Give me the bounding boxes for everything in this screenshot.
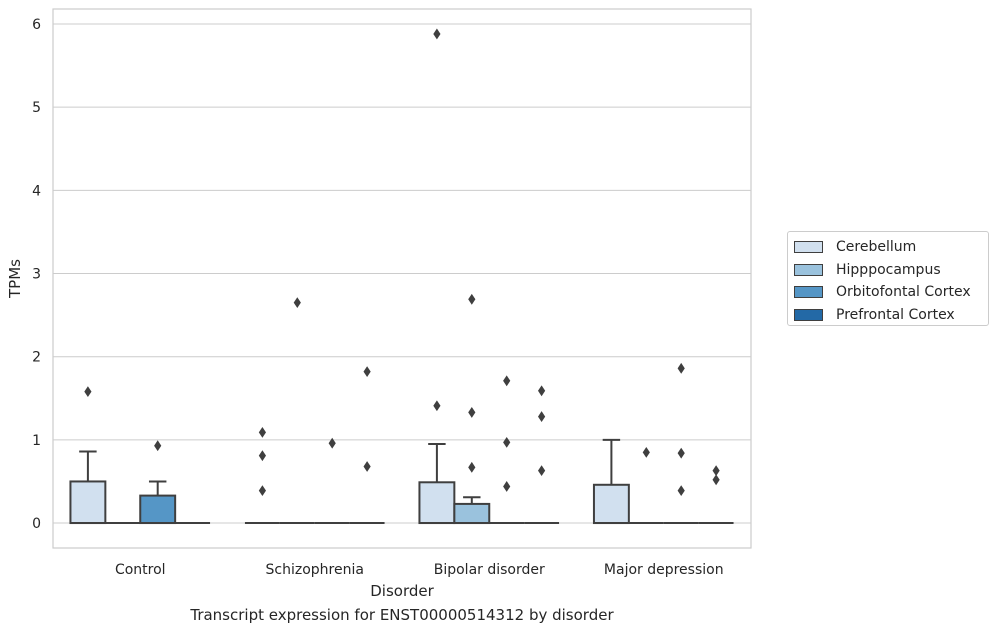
- legend: Cerebellum Hipppocampus Orbitofontal Cor…: [787, 231, 989, 326]
- x-tick-label: Major depression: [604, 562, 724, 578]
- boxes: [69, 28, 734, 525]
- outlier-point: [538, 411, 546, 422]
- chart-caption: Transcript expression for ENST0000051431…: [190, 606, 614, 624]
- legend-swatch: [794, 241, 823, 254]
- y-tick-label: 3: [32, 267, 41, 283]
- outlier-point: [503, 436, 511, 448]
- outlier-point: [258, 426, 266, 438]
- outlier-point: [503, 481, 511, 492]
- x-tick-label: Control: [115, 562, 166, 578]
- y-tick-label: 2: [32, 350, 41, 366]
- legend-item: Orbitofontal Cortex: [794, 281, 982, 304]
- x-tick-label: Schizophrenia: [266, 562, 364, 578]
- outlier-point: [538, 385, 546, 397]
- grid-lines: [53, 23, 751, 524]
- box: [592, 483, 630, 525]
- box: [69, 480, 107, 525]
- outlier-point: [328, 437, 336, 449]
- outlier-point: [154, 440, 162, 452]
- legend-label: Hipppocampus: [836, 261, 941, 278]
- legend-item: Prefrontal Cortex: [794, 304, 982, 327]
- y-tick-label: 1: [32, 433, 41, 449]
- outlier-point: [677, 485, 685, 497]
- outlier-point: [433, 28, 441, 40]
- outlier-point: [468, 407, 476, 418]
- outlier-point: [468, 461, 476, 473]
- box: [139, 494, 177, 525]
- y-axis-label: TPMs: [6, 259, 24, 299]
- outlier-point: [503, 375, 511, 387]
- box: [453, 502, 491, 525]
- y-tick-label: 0: [32, 516, 41, 532]
- legend-item: Hipppocampus: [794, 259, 982, 282]
- outlier-point: [677, 447, 685, 459]
- plot-frame: [52, 8, 752, 549]
- outlier-point: [84, 386, 92, 398]
- y-tick-label: 4: [32, 183, 41, 199]
- y-tick-labels: 0 1 2 3 4 5 6: [32, 17, 41, 532]
- outlier-point: [363, 461, 371, 472]
- outlier-point: [433, 400, 441, 412]
- outlier-point: [677, 362, 685, 374]
- outlier-point: [712, 465, 720, 477]
- legend-label: Orbitofontal Cortex: [836, 284, 971, 301]
- x-tick-label: Bipolar disorder: [434, 562, 545, 578]
- legend-swatch: [794, 286, 823, 299]
- y-tick-label: 5: [32, 100, 41, 116]
- legend-label: Cerebellum: [836, 239, 917, 256]
- outlier-point: [642, 446, 650, 458]
- outlier-point: [712, 474, 720, 486]
- outlier-point: [363, 366, 371, 378]
- legend-item: Cerebellum: [794, 236, 982, 259]
- y-tick-label: 6: [32, 17, 41, 33]
- box: [418, 481, 456, 525]
- legend-swatch: [794, 263, 823, 276]
- legend-swatch: [794, 308, 823, 321]
- outlier-point: [538, 465, 546, 477]
- outlier-point: [258, 485, 266, 497]
- x-axis-label: Disorder: [370, 582, 434, 600]
- outlier-point: [468, 293, 476, 305]
- x-tick-labels: Control Schizophrenia Bipolar disorder Majo…: [115, 562, 724, 578]
- outlier-point: [258, 450, 266, 462]
- legend-label: Prefrontal Cortex: [836, 306, 955, 323]
- outlier-point: [293, 297, 301, 309]
